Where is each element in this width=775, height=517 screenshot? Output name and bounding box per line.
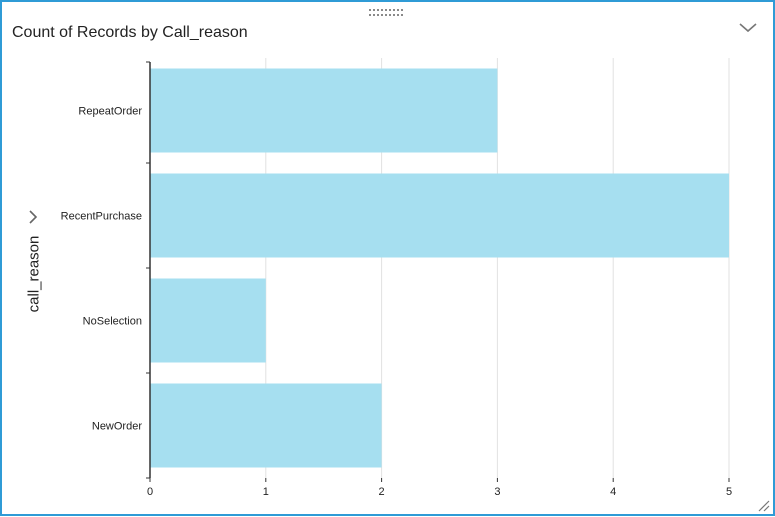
- resize-corner-icon[interactable]: [756, 498, 770, 512]
- chart-title: Count of Records by Call_reason: [12, 24, 248, 41]
- y-tick-label-NewOrder: NewOrder: [92, 421, 142, 433]
- y-tick-label-NoSelection: NoSelection: [83, 316, 142, 328]
- x-tick-label-1: 1: [263, 486, 269, 498]
- x-tick-label-4: 4: [610, 486, 616, 498]
- bar-RecentPurchase[interactable]: [150, 173, 729, 258]
- chevron-down-icon[interactable]: [736, 18, 760, 38]
- bar-NewOrder[interactable]: [150, 383, 382, 468]
- x-tick-label-5: 5: [726, 486, 732, 498]
- x-tick-label-0: 0: [147, 486, 153, 498]
- bar-RepeatOrder[interactable]: [150, 68, 498, 153]
- x-tick-label-3: 3: [494, 486, 500, 498]
- chevron-right-icon[interactable]: [24, 208, 42, 226]
- y-tick-label-RepeatOrder: RepeatOrder: [78, 106, 142, 118]
- drag-handle-icon[interactable]: [369, 8, 407, 18]
- y-tick-label-RecentPurchase: RecentPurchase: [61, 211, 142, 223]
- x-tick-label-2: 2: [379, 486, 385, 498]
- bar-NoSelection[interactable]: [150, 278, 266, 363]
